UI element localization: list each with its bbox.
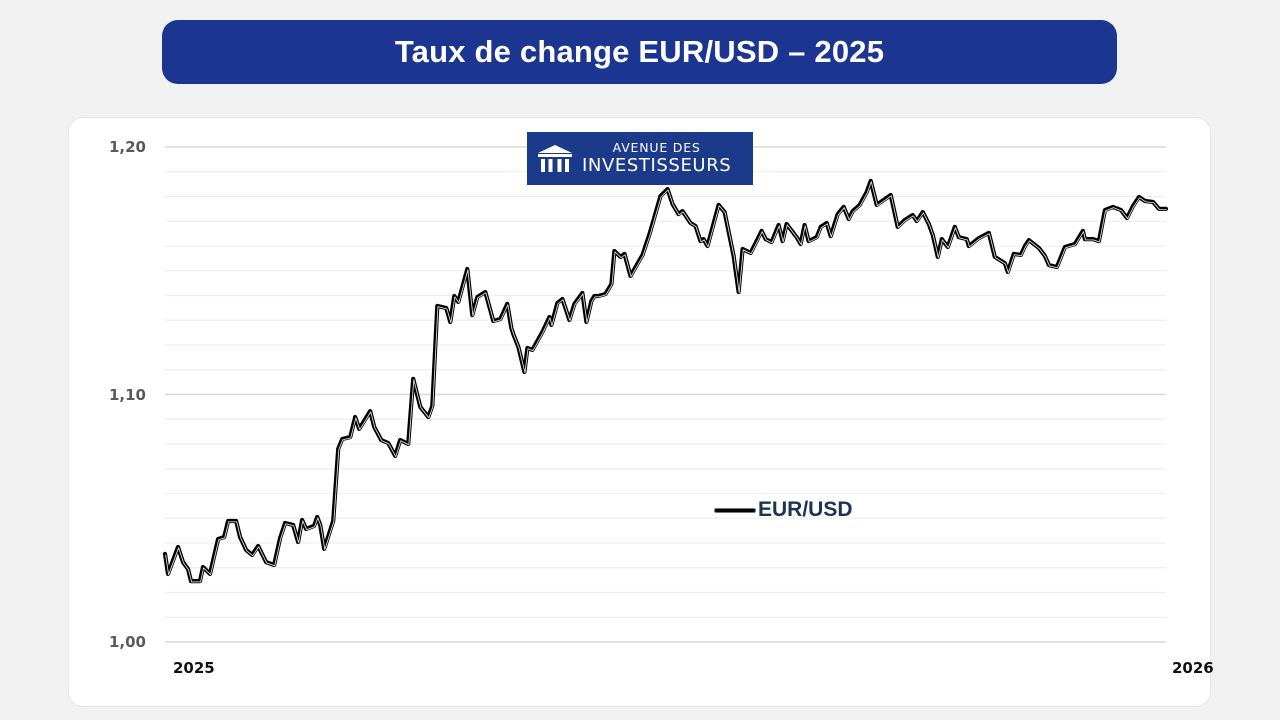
x-tick-label-end: 2026 — [1172, 659, 1214, 677]
brand-logo: AVENUE DES INVESTISSEURS — [527, 132, 753, 185]
chart-card — [69, 118, 1210, 706]
logo-text-line1: AVENUE DES — [612, 140, 701, 156]
series-eurusd — [162, 178, 1169, 584]
y-tick-label: 1,10 — [108, 386, 146, 404]
legend-label: EUR/USD — [758, 498, 853, 521]
legend-line-swatch — [714, 507, 756, 513]
y-tick-label: 1,00 — [108, 633, 146, 651]
chart-title: Taux de change EUR/USD – 2025 — [394, 34, 885, 69]
bank-columns-icon — [538, 144, 572, 172]
gridlines — [165, 146, 1166, 643]
logo-text-line2: INVESTISSEURS — [582, 154, 732, 176]
chart-title-banner: Taux de change EUR/USD – 2025 — [162, 20, 1117, 84]
y-tick-label: 1,20 — [108, 138, 146, 156]
chart-legend: EUR/USD — [714, 498, 853, 522]
x-tick-label-start: 2025 — [173, 659, 215, 677]
